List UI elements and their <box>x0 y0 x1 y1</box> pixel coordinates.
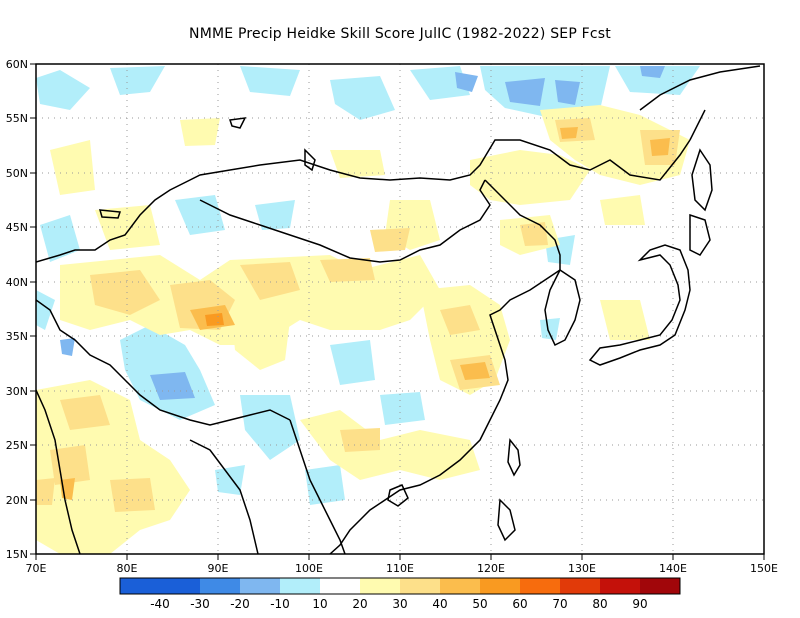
latitude-labels: 15N 20N 25N 30N 35N 40N 45N 50N 55N 60N <box>6 58 28 561</box>
legend-label: 30 <box>392 597 407 611</box>
legend-swatch <box>520 578 560 594</box>
color-bar-labels: -40 -30 -20 -10 10 20 30 40 50 60 70 80 … <box>150 597 647 611</box>
legend-label: 20 <box>352 597 367 611</box>
lat-tick-label: 55N <box>6 112 28 125</box>
legend-label: 70 <box>552 597 567 611</box>
lat-tick-label: 20N <box>6 494 28 507</box>
legend-label: -30 <box>190 597 210 611</box>
lat-tick-label: 45N <box>6 221 28 234</box>
lat-tick-label: 15N <box>6 548 28 561</box>
legend-swatch <box>400 578 440 594</box>
lon-tick-label: 150E <box>750 562 778 575</box>
axis-ticks <box>30 63 765 560</box>
lat-tick-label: 50N <box>6 167 28 180</box>
legend-swatch <box>200 578 240 594</box>
lat-tick-label: 60N <box>6 58 28 71</box>
legend-swatch <box>120 578 160 594</box>
longitude-labels: 70E 80E 90E 100E 110E 120E 130E 140E 150… <box>26 562 778 575</box>
lon-tick-label: 80E <box>117 562 138 575</box>
map-title: NMME Precip Heidke Skill Score JulIC (19… <box>189 26 611 42</box>
legend-swatch <box>440 578 480 594</box>
legend-swatch <box>480 578 520 594</box>
legend-label: 80 <box>592 597 607 611</box>
negative-skill-patches <box>36 66 700 505</box>
moderate-negative-patches <box>60 66 665 400</box>
legend-swatch <box>280 578 320 594</box>
legend-label: 60 <box>512 597 527 611</box>
legend-swatch <box>360 578 400 594</box>
color-bar <box>119 577 681 595</box>
legend-swatch <box>160 578 200 594</box>
legend-label: 90 <box>632 597 647 611</box>
legend-swatch <box>320 578 360 594</box>
lon-tick-label: 140E <box>659 562 687 575</box>
lon-tick-label: 100E <box>295 562 323 575</box>
lon-tick-label: 90E <box>208 562 229 575</box>
lat-tick-label: 25N <box>6 439 28 452</box>
legend-label: -40 <box>150 597 170 611</box>
lon-tick-label: 120E <box>477 562 505 575</box>
lon-tick-label: 110E <box>386 562 414 575</box>
legend-swatch <box>560 578 600 594</box>
legend-label: 40 <box>432 597 447 611</box>
legend-label: 50 <box>472 597 487 611</box>
lat-tick-label: 30N <box>6 385 28 398</box>
lat-tick-label: 35N <box>6 330 28 343</box>
lat-tick-label: 40N <box>6 276 28 289</box>
legend-label: -10 <box>270 597 290 611</box>
legend-label: -20 <box>230 597 250 611</box>
skill-score-field <box>36 64 764 554</box>
coastlines-and-borders <box>36 65 761 554</box>
legend-swatch <box>240 578 280 594</box>
legend-label: 10 <box>312 597 327 611</box>
lon-tick-label: 70E <box>26 562 47 575</box>
lon-tick-label: 130E <box>568 562 596 575</box>
graticule <box>36 64 764 554</box>
legend-swatch <box>600 578 640 594</box>
very-strong-positive-patches <box>205 313 224 326</box>
legend-swatch <box>640 578 680 594</box>
